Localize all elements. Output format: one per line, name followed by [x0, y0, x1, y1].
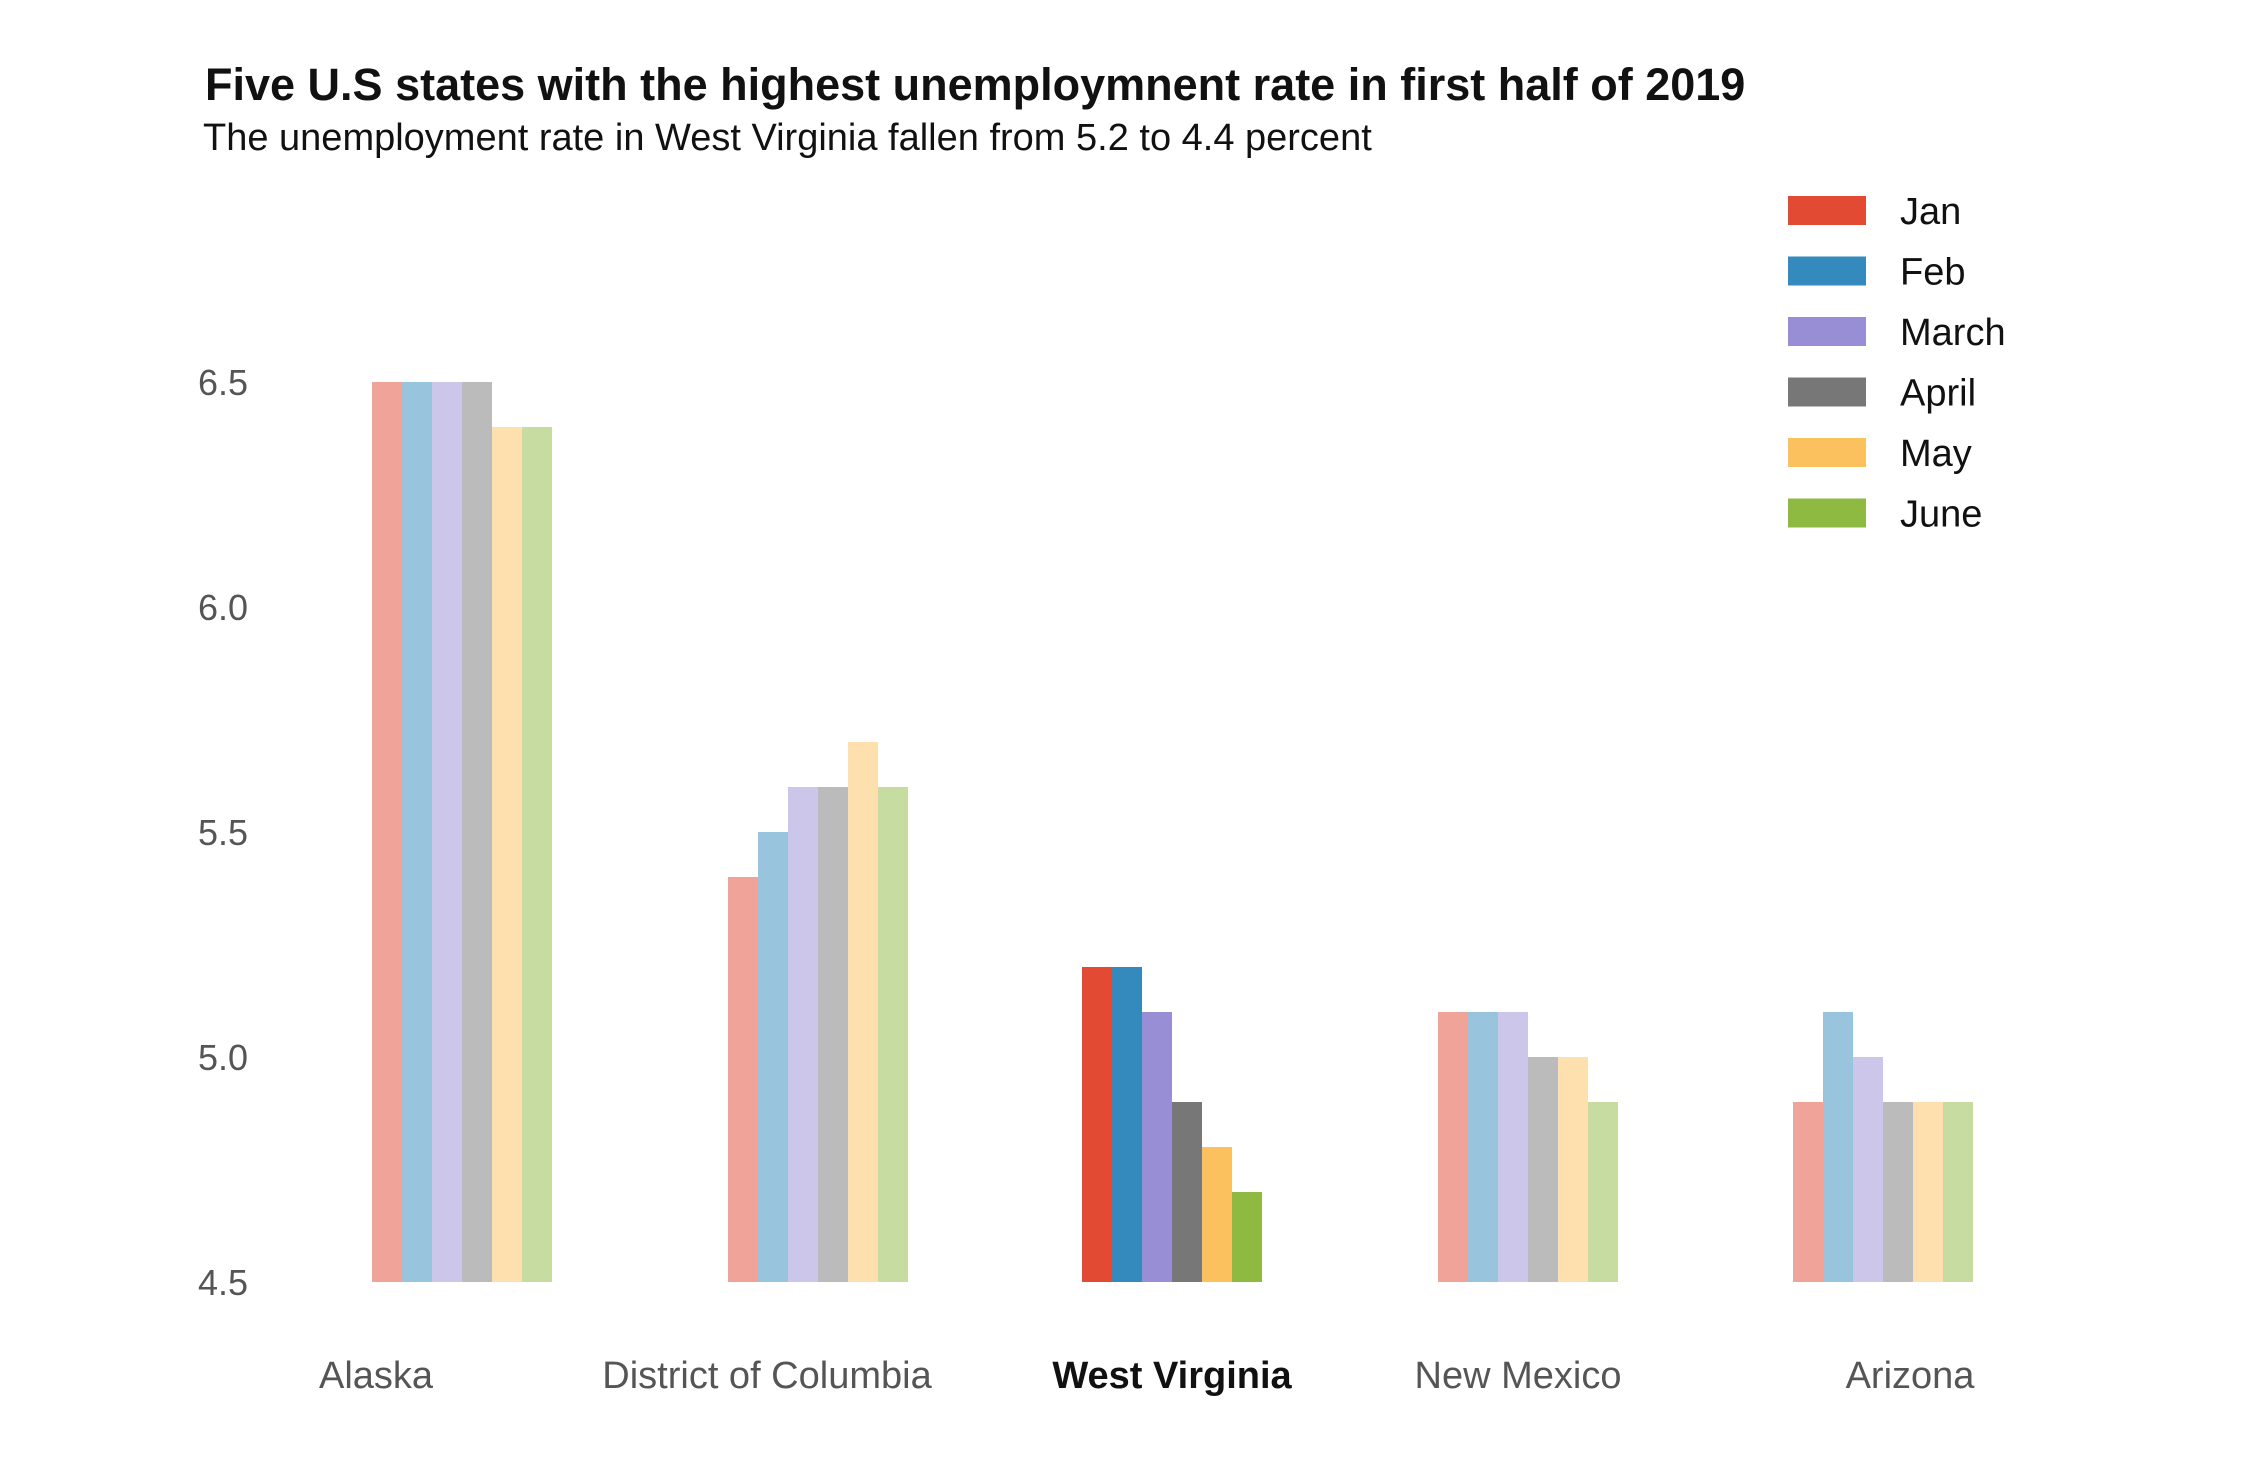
- legend-label: March: [1900, 312, 2006, 354]
- bar-district-of-columbia-may: [848, 742, 878, 1282]
- y-tick-label: 6.0: [198, 587, 248, 628]
- bar-alaska-april: [462, 382, 492, 1282]
- bar-new-mexico-june: [1588, 1102, 1618, 1282]
- bar-west-virginia-jan: [1082, 967, 1112, 1282]
- bar-alaska-feb: [402, 382, 432, 1282]
- legend-swatch: [1788, 196, 1866, 225]
- legend-swatch: [1788, 317, 1866, 346]
- bar-alaska-march: [432, 382, 462, 1282]
- legend-swatch: [1788, 498, 1866, 528]
- bar-arizona-march: [1853, 1057, 1883, 1282]
- bars: [372, 382, 1973, 1282]
- bar-alaska-june: [522, 427, 552, 1282]
- bar-west-virginia-may: [1202, 1147, 1232, 1282]
- y-axis: 4.5 5.0 5.5 6.0 6.5: [198, 362, 248, 1303]
- bar-district-of-columbia-feb: [758, 832, 788, 1282]
- bar-district-of-columbia-june: [878, 787, 908, 1282]
- bar-west-virginia-april: [1172, 1102, 1202, 1282]
- bar-alaska-jan: [372, 382, 402, 1282]
- y-tick-label: 5.5: [198, 812, 248, 853]
- bar-district-of-columbia-jan: [728, 877, 758, 1282]
- bar-new-mexico-april: [1528, 1057, 1558, 1282]
- legend-label: April: [1900, 373, 1976, 415]
- y-tick-label: 6.5: [198, 362, 248, 403]
- x-tick-label-west-virginia: West Virginia: [1052, 1355, 1292, 1397]
- legend-item-jan: Jan: [1788, 191, 1961, 233]
- legend-item-feb: Feb: [1788, 252, 1965, 294]
- bar-alaska-may: [492, 427, 522, 1282]
- legend-label: May: [1900, 433, 1972, 475]
- bar-arizona-april: [1883, 1102, 1913, 1282]
- x-tick-label-district-of-columbia: District of Columbia: [602, 1355, 932, 1397]
- legend-label: June: [1900, 494, 1982, 536]
- legend-label: Feb: [1900, 252, 1965, 294]
- legend-item-june: June: [1788, 494, 1982, 536]
- bar-group-west-virginia: [1082, 967, 1262, 1282]
- legend: Jan Feb March April May June: [1788, 191, 2006, 536]
- bar-group-district-of-columbia: [728, 742, 908, 1282]
- bar-west-virginia-june: [1232, 1192, 1262, 1282]
- bar-group-alaska: [372, 382, 552, 1282]
- bar-arizona-jan: [1793, 1102, 1823, 1282]
- legend-swatch: [1788, 438, 1866, 467]
- bar-new-mexico-jan: [1438, 1012, 1468, 1282]
- x-tick-label-new-mexico: New Mexico: [1415, 1355, 1622, 1397]
- bar-new-mexico-march: [1498, 1012, 1528, 1282]
- bar-arizona-june: [1943, 1102, 1973, 1282]
- legend-swatch: [1788, 256, 1866, 286]
- bar-district-of-columbia-march: [788, 787, 818, 1282]
- legend-label: Jan: [1900, 191, 1961, 233]
- chart-subtitle: The unemployment rate in West Virginia f…: [203, 117, 1372, 159]
- bar-group-new-mexico: [1438, 1012, 1618, 1282]
- legend-item-march: March: [1788, 312, 2006, 354]
- legend-swatch: [1788, 377, 1866, 407]
- bar-district-of-columbia-april: [818, 787, 848, 1282]
- x-tick-label-alaska: Alaska: [319, 1355, 434, 1397]
- bar-west-virginia-feb: [1112, 967, 1142, 1282]
- chart-title: Five U.S states with the highest unemplo…: [205, 59, 1745, 110]
- bar-new-mexico-feb: [1468, 1012, 1498, 1282]
- legend-item-may: May: [1788, 433, 1972, 475]
- bar-west-virginia-march: [1142, 1012, 1172, 1282]
- y-tick-label: 4.5: [198, 1262, 248, 1303]
- bar-arizona-feb: [1823, 1012, 1853, 1282]
- y-tick-label: 5.0: [198, 1037, 248, 1078]
- x-tick-label-arizona: Arizona: [1846, 1355, 1976, 1397]
- bar-arizona-may: [1913, 1102, 1943, 1282]
- bar-group-arizona: [1793, 1012, 1973, 1282]
- legend-item-april: April: [1788, 373, 1976, 415]
- x-axis: Alaska District of Columbia West Virginia N…: [319, 1355, 1975, 1397]
- bar-new-mexico-may: [1558, 1057, 1588, 1282]
